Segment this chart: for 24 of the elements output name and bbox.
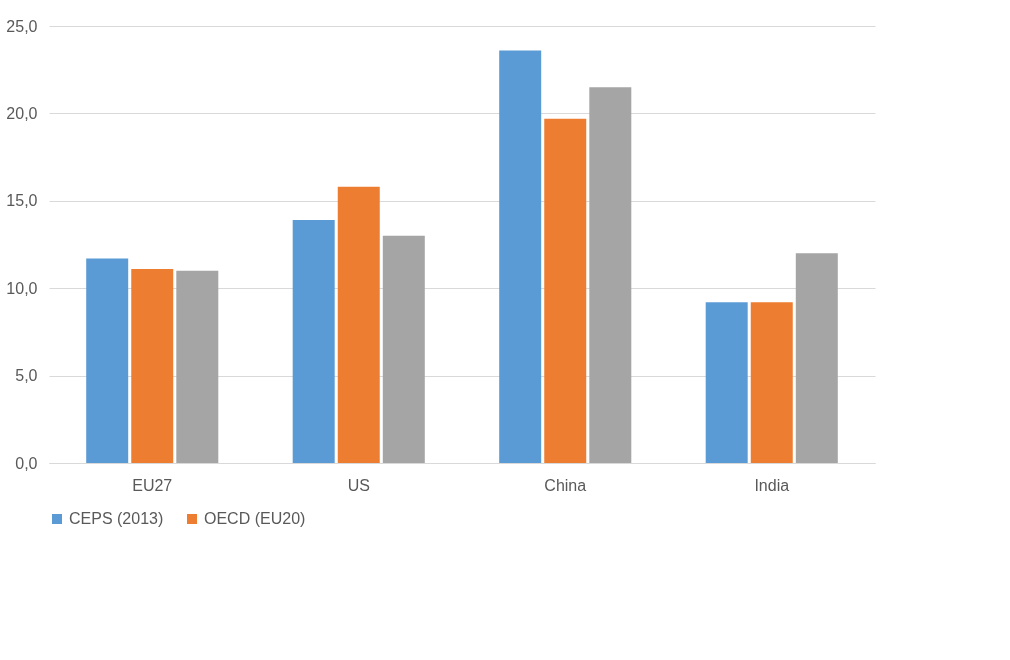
- bar: [499, 50, 542, 463]
- x-tick-label: US: [347, 476, 370, 494]
- bar: [86, 258, 129, 463]
- legend-label: OECD (EU20): [204, 510, 306, 527]
- y-tick-label: 20,0: [6, 104, 38, 122]
- x-tick-label: India: [754, 476, 790, 494]
- y-tick-label: 15,0: [6, 192, 38, 210]
- bar: [544, 118, 587, 463]
- x-tick-label: EU27: [132, 476, 173, 494]
- bar: [795, 253, 838, 463]
- y-tick-label: 0,0: [15, 454, 38, 472]
- bar: [337, 186, 380, 463]
- y-tick-label: 5,0: [15, 367, 38, 385]
- bar: [176, 270, 219, 463]
- x-tick-label: China: [544, 476, 587, 494]
- y-tick-label: 10,0: [6, 279, 38, 297]
- bar: [131, 268, 174, 463]
- bar: [382, 235, 425, 463]
- y-tick-label: 25,0: [6, 17, 38, 35]
- bar: [589, 87, 632, 463]
- bar: [292, 220, 335, 463]
- bar: [705, 302, 748, 463]
- bar: [750, 302, 793, 463]
- legend-label: CEPS (2013): [69, 510, 164, 527]
